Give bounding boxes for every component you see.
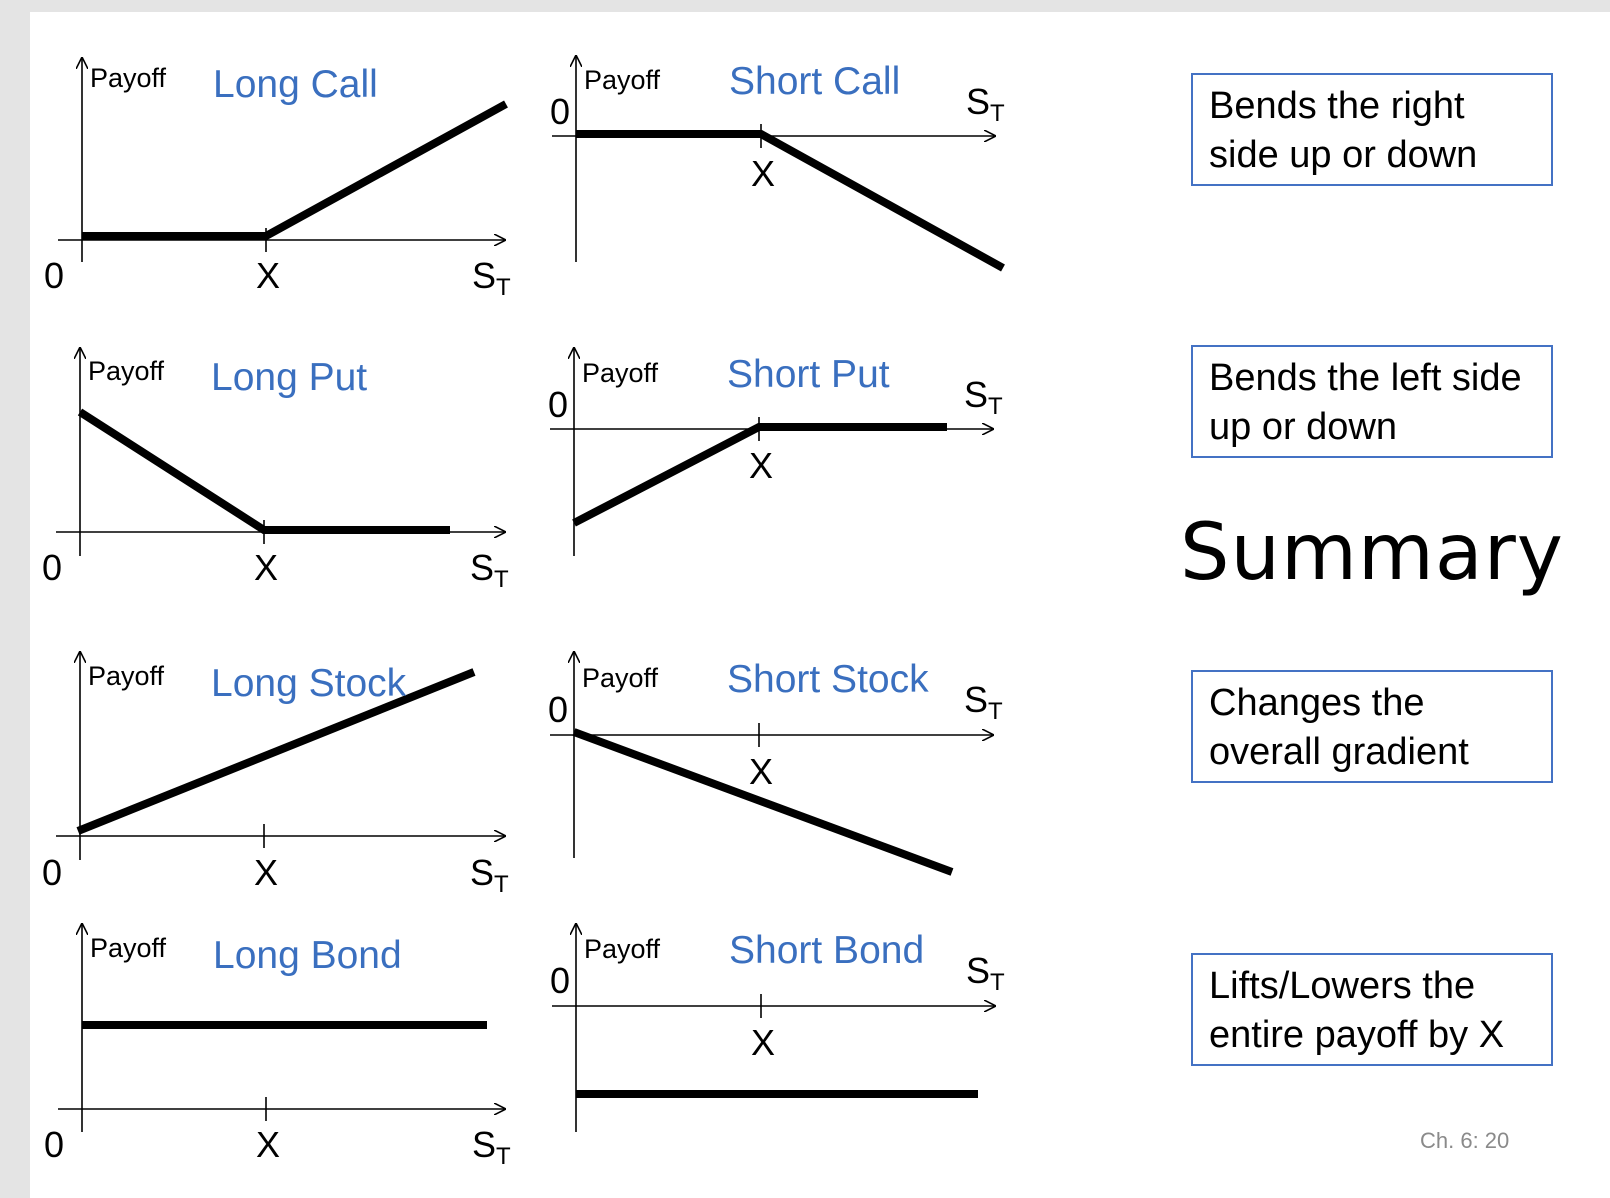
panel-short-call: Payoff Short Call 0 X ST	[550, 56, 1005, 272]
x-axis-label: ST	[470, 852, 509, 898]
y-axis-label: Payoff	[88, 661, 165, 691]
x-axis-label: ST	[964, 374, 1003, 420]
x-axis-label-sub: T	[988, 393, 1003, 420]
x-axis-label: ST	[964, 679, 1003, 725]
payoff-line	[576, 130, 1005, 272]
panel-title: Short Put	[727, 353, 890, 396]
panel-long-bond: Payoff Long Bond 0 X ST	[44, 924, 511, 1170]
summary-title: Summary	[1180, 508, 1564, 598]
note-line: Bends the left side	[1209, 357, 1522, 399]
payoff-line	[572, 423, 947, 527]
x-axis-label-main: S	[966, 950, 990, 991]
panel-long-stock: Payoff Long Stock 0 X ST	[42, 652, 509, 898]
x-axis-label-sub: T	[494, 566, 509, 593]
strike-label: X	[751, 153, 775, 194]
y-axis-label: Payoff	[90, 63, 167, 93]
panel-short-bond: Payoff Short Bond 0 X ST	[550, 924, 1005, 1132]
note-line: entire payoff by X	[1209, 1014, 1505, 1056]
payoff-line	[76, 668, 476, 835]
note-line: Changes the	[1209, 682, 1425, 724]
y-axis-label: Payoff	[582, 663, 659, 693]
x-axis-label: ST	[472, 1124, 511, 1170]
origin-label: 0	[42, 547, 62, 588]
origin-label: 0	[550, 91, 570, 132]
origin-label: 0	[44, 1124, 64, 1165]
slide-number: Ch. 6: 20	[1420, 1128, 1510, 1153]
panel-title: Long Bond	[213, 934, 402, 977]
panel-title: Long Call	[213, 63, 378, 106]
strike-label: X	[749, 751, 773, 792]
strike-label: X	[254, 547, 278, 588]
note-box-right-side: Bends the right side up or down	[1191, 73, 1553, 186]
y-axis-label: Payoff	[90, 933, 167, 963]
x-axis-label-sub: T	[496, 1143, 511, 1170]
panel-long-call: Payoff Long Call 0 X ST	[44, 58, 511, 301]
x-axis-label-sub: T	[990, 100, 1005, 127]
x-axis-label: ST	[472, 255, 511, 301]
y-axis-label: Payoff	[584, 65, 661, 95]
x-axis-label: ST	[470, 547, 509, 593]
x-axis-label-main: S	[472, 255, 496, 296]
x-axis-label-main: S	[964, 374, 988, 415]
origin-label: 0	[550, 960, 570, 1001]
strike-label: X	[749, 445, 773, 486]
note-box-gradient: Changes the overall gradient	[1191, 670, 1553, 783]
note-line: side up or down	[1209, 134, 1478, 176]
x-axis-label-sub: T	[990, 969, 1005, 996]
x-axis-label-sub: T	[494, 871, 509, 898]
payoff-line	[82, 100, 508, 240]
x-axis-label-main: S	[964, 679, 988, 720]
y-axis-label: Payoff	[584, 934, 661, 964]
origin-label: 0	[42, 852, 62, 893]
panel-title: Long Stock	[211, 662, 407, 705]
x-axis-label-main: S	[472, 1124, 496, 1165]
x-axis-label: ST	[966, 950, 1005, 996]
x-axis-label-main: S	[470, 852, 494, 893]
panel-title: Short Stock	[727, 658, 929, 701]
strike-label: X	[256, 255, 280, 296]
note-line: overall gradient	[1209, 731, 1469, 773]
note-line: up or down	[1209, 406, 1398, 448]
panel-title: Long Put	[211, 356, 367, 399]
payoff-line	[572, 728, 954, 876]
panel-long-put: Payoff Long Put 0 X ST	[42, 348, 509, 593]
panel-short-put: Payoff Short Put 0 X ST	[548, 348, 1003, 556]
note-line: Bends the right	[1209, 85, 1465, 127]
strike-label: X	[751, 1022, 775, 1063]
x-axis-label-sub: T	[988, 698, 1003, 725]
x-axis-label-sub: T	[496, 274, 511, 301]
panel-short-stock: Payoff Short Stock 0 X ST	[548, 652, 1003, 876]
origin-label: 0	[44, 255, 64, 296]
x-axis-label: ST	[966, 81, 1005, 127]
strike-label: X	[256, 1124, 280, 1165]
y-axis-label: Payoff	[582, 358, 659, 388]
strike-label: X	[254, 852, 278, 893]
panel-title: Short Call	[729, 60, 900, 103]
panel-title: Short Bond	[729, 929, 924, 972]
x-axis-label-main: S	[966, 81, 990, 122]
note-line: Lifts/Lowers the	[1209, 965, 1476, 1007]
note-box-left-side: Bends the left side up or down	[1191, 345, 1553, 458]
payoff-line	[77, 408, 450, 534]
x-axis-label-main: S	[470, 547, 494, 588]
y-axis-label: Payoff	[88, 356, 165, 386]
note-box-lift-lower: Lifts/Lowers the entire payoff by X	[1191, 953, 1553, 1066]
origin-label: 0	[548, 689, 568, 730]
origin-label: 0	[548, 384, 568, 425]
